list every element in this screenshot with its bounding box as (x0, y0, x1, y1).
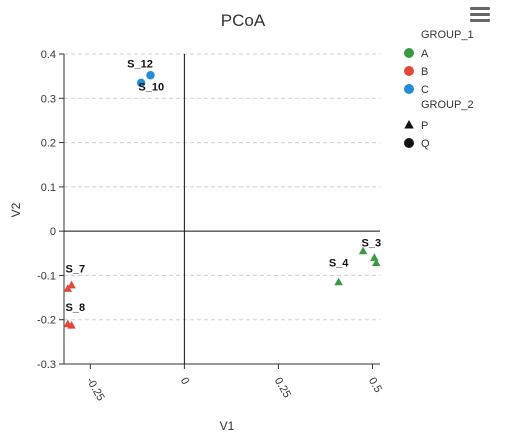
data-point (370, 253, 379, 261)
legend-group1-title: GROUP_1 (421, 29, 474, 41)
y-tick-label: 0.1 (41, 182, 56, 194)
y-tick-label: -0.3 (37, 359, 56, 371)
x-tick-label: 0.5 (366, 376, 384, 395)
legend-marker (404, 84, 414, 94)
x-tick-label: 0.25 (272, 376, 293, 401)
x-axis-label: V1 (220, 419, 235, 433)
chart-menu-button[interactable] (468, 4, 492, 24)
legend-marker (404, 48, 414, 58)
chart-title: PCoA (221, 11, 266, 30)
legend-label: Q (421, 138, 430, 150)
data-point (67, 320, 76, 329)
y-tick-label: 0.3 (41, 93, 56, 105)
point-label: S_7 (65, 263, 85, 275)
legend-label: B (421, 66, 428, 78)
y-tick-label: -0.1 (37, 270, 56, 282)
x-tick-label: -0.25 (84, 376, 107, 404)
data-point (146, 71, 155, 80)
y-tick-label: -0.2 (37, 315, 56, 327)
legend-label: C (421, 84, 429, 96)
y-axis-label: V2 (9, 202, 23, 217)
y-tick-label: 0.4 (41, 49, 56, 61)
y-tick-label: 0 (50, 226, 56, 238)
point-label: S_4 (329, 258, 349, 270)
point-label: S_12 (127, 58, 153, 70)
x-tick-label: 0 (178, 376, 191, 387)
data-point (334, 277, 343, 286)
legend-label: P (421, 120, 428, 132)
legend-marker (404, 120, 414, 129)
point-label: S_8 (65, 302, 85, 314)
point-label: S_3 (362, 238, 382, 250)
legend-marker (404, 66, 414, 76)
legend: GROUP_1 GROUP_2 ABC PQ (404, 29, 474, 150)
point-label: S_10 (138, 81, 164, 93)
legend-label: A (421, 48, 429, 60)
data-point (67, 280, 76, 289)
legend-group2-title: GROUP_2 (421, 99, 474, 111)
data-point (371, 258, 381, 267)
data-point (358, 246, 368, 255)
y-tick-label: 0.2 (41, 138, 56, 150)
data-point (136, 78, 146, 87)
legend-marker (404, 138, 414, 148)
